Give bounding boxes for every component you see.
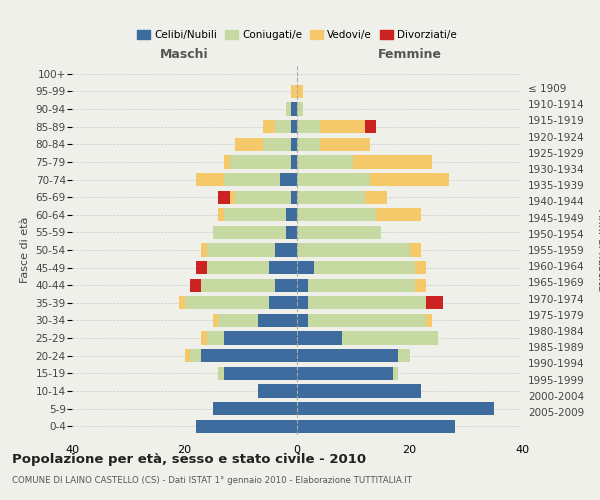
Bar [370,173,449,186]
Bar [292,190,297,204]
Bar [212,226,286,239]
Bar [297,366,392,380]
Bar [185,349,190,362]
Bar [275,120,292,134]
Text: Popolazione per età, sesso e stato civile - 2010: Popolazione per età, sesso e stato civil… [12,452,366,466]
Bar [297,384,421,398]
Bar [207,332,224,344]
Bar [365,120,376,134]
Bar [224,366,297,380]
Bar [269,261,297,274]
Bar [297,190,365,204]
Bar [320,120,365,134]
Bar [190,278,202,292]
Bar [427,296,443,310]
Bar [235,138,263,151]
Bar [297,138,320,151]
Text: Femmine: Femmine [377,48,442,62]
Bar [190,349,202,362]
Bar [297,156,353,168]
Bar [292,102,297,116]
Bar [415,278,427,292]
Bar [229,190,235,204]
Bar [292,138,297,151]
Bar [212,402,297,415]
Bar [292,120,297,134]
Bar [202,332,207,344]
Bar [297,402,494,415]
Bar [224,208,286,222]
Bar [427,314,432,327]
Bar [297,244,409,256]
Bar [218,314,257,327]
Bar [297,332,342,344]
Bar [308,296,427,310]
Bar [292,85,297,98]
Bar [224,156,229,168]
Bar [297,278,308,292]
Bar [342,332,437,344]
Bar [218,366,224,380]
Bar [297,120,320,134]
Bar [207,261,269,274]
Text: Maschi: Maschi [160,48,209,62]
Bar [398,349,409,362]
Bar [353,156,432,168]
Bar [257,384,297,398]
Bar [297,314,308,327]
Bar [257,314,297,327]
Bar [202,278,275,292]
Bar [409,244,421,256]
Bar [218,190,229,204]
Bar [207,244,275,256]
Bar [179,296,185,310]
Bar [286,208,297,222]
Bar [263,120,275,134]
Bar [297,226,382,239]
Bar [297,85,302,98]
Bar [297,420,455,433]
Bar [196,420,297,433]
Bar [292,156,297,168]
Bar [196,261,207,274]
Bar [224,173,280,186]
Y-axis label: Anni di nascita: Anni di nascita [596,209,600,291]
Bar [286,226,297,239]
Y-axis label: Fasce di età: Fasce di età [20,217,30,283]
Bar [218,208,224,222]
Bar [202,349,297,362]
Bar [297,296,308,310]
Bar [297,173,370,186]
Bar [263,138,292,151]
Bar [269,296,297,310]
Bar [229,156,292,168]
Bar [280,173,297,186]
Text: COMUNE DI LAINO CASTELLO (CS) - Dati ISTAT 1° gennaio 2010 - Elaborazione TUTTIT: COMUNE DI LAINO CASTELLO (CS) - Dati IST… [12,476,412,485]
Bar [415,261,427,274]
Bar [224,332,297,344]
Bar [376,208,421,222]
Bar [297,208,376,222]
Bar [308,314,427,327]
Bar [297,261,314,274]
Bar [202,244,207,256]
Bar [196,173,224,186]
Bar [286,102,292,116]
Bar [297,349,398,362]
Bar [392,366,398,380]
Bar [308,278,415,292]
Legend: Celibi/Nubili, Coniugati/e, Vedovi/e, Divorziati/e: Celibi/Nubili, Coniugati/e, Vedovi/e, Di… [133,26,461,44]
Bar [275,244,297,256]
Bar [212,314,218,327]
Bar [275,278,297,292]
Bar [185,296,269,310]
Bar [320,138,370,151]
Bar [297,102,302,116]
Bar [314,261,415,274]
Bar [235,190,292,204]
Bar [365,190,387,204]
